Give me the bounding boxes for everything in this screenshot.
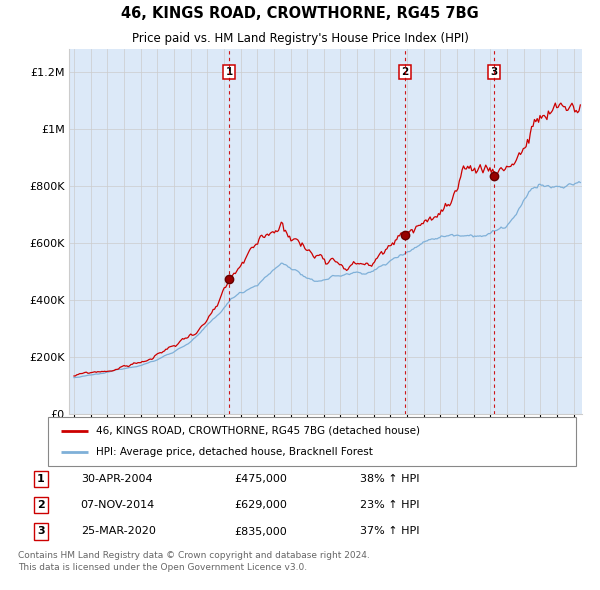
Text: 38% ↑ HPI: 38% ↑ HPI [360,474,419,484]
Text: 37% ↑ HPI: 37% ↑ HPI [360,526,419,536]
Text: £629,000: £629,000 [235,500,287,510]
FancyBboxPatch shape [48,417,576,466]
Text: 46, KINGS ROAD, CROWTHORNE, RG45 7BG (detached house): 46, KINGS ROAD, CROWTHORNE, RG45 7BG (de… [95,426,419,436]
Text: 2: 2 [37,500,44,510]
Text: 3: 3 [491,67,498,77]
Text: HPI: Average price, detached house, Bracknell Forest: HPI: Average price, detached house, Brac… [95,447,373,457]
Text: Price paid vs. HM Land Registry's House Price Index (HPI): Price paid vs. HM Land Registry's House … [131,32,469,45]
Text: 23% ↑ HPI: 23% ↑ HPI [360,500,419,510]
Text: 1: 1 [226,67,233,77]
Text: Contains HM Land Registry data © Crown copyright and database right 2024.
This d: Contains HM Land Registry data © Crown c… [18,551,370,572]
Text: £475,000: £475,000 [235,474,287,484]
Text: 1: 1 [37,474,44,484]
Text: 46, KINGS ROAD, CROWTHORNE, RG45 7BG: 46, KINGS ROAD, CROWTHORNE, RG45 7BG [121,6,479,21]
Text: £835,000: £835,000 [235,526,287,536]
Text: 30-APR-2004: 30-APR-2004 [80,474,152,484]
Text: 07-NOV-2014: 07-NOV-2014 [80,500,155,510]
Text: 2: 2 [401,67,408,77]
Text: 25-MAR-2020: 25-MAR-2020 [80,526,155,536]
Text: 3: 3 [37,526,44,536]
